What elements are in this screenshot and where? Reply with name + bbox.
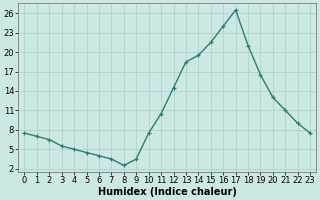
X-axis label: Humidex (Indice chaleur): Humidex (Indice chaleur) [98, 187, 237, 197]
